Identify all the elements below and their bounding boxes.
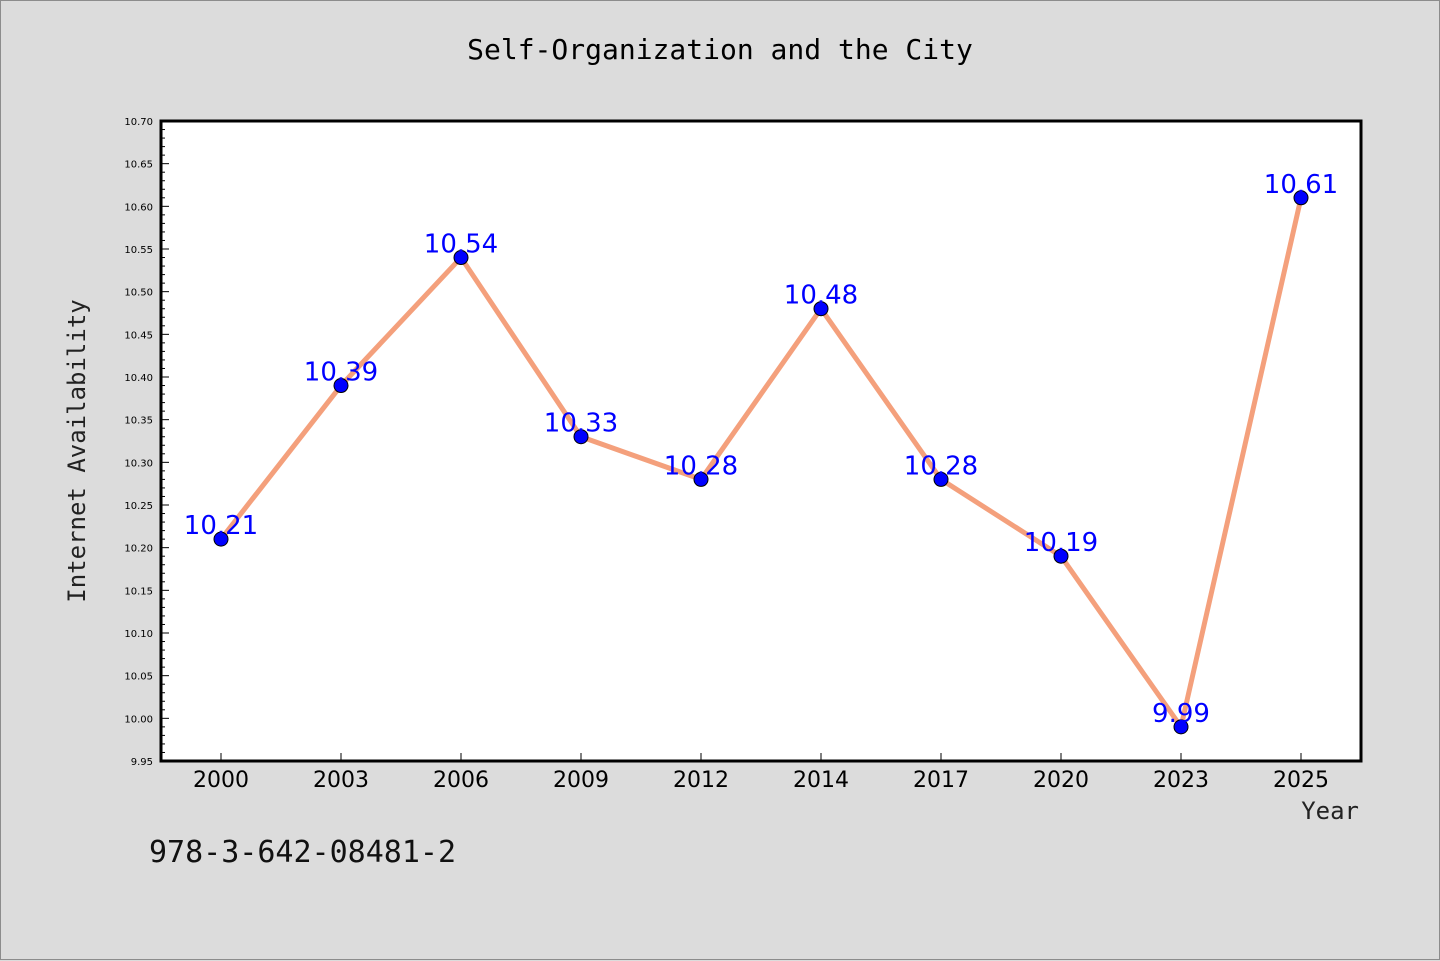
x-tick-label: 2012 — [673, 768, 729, 793]
data-label: 10.48 — [784, 281, 858, 311]
data-point — [933, 471, 949, 487]
data-point — [1053, 548, 1069, 564]
data-point — [453, 250, 469, 266]
y-tick-label: 10.15 — [124, 586, 153, 597]
y-tick-label: 10.50 — [124, 288, 153, 299]
data-label: 10.21 — [184, 511, 258, 541]
x-tick-label: 2014 — [793, 768, 849, 793]
data-label: 10.61 — [1264, 170, 1338, 200]
series-line — [218, 195, 1304, 730]
data-point — [1173, 719, 1189, 735]
y-tick-label: 10.60 — [124, 202, 153, 213]
data-label: 10.54 — [424, 230, 498, 260]
x-tick-label: 2006 — [433, 768, 489, 793]
x-tick-label: 2020 — [1033, 768, 1089, 793]
x-tick-label: 2025 — [1273, 768, 1329, 793]
y-tick-label: 10.40 — [124, 373, 153, 384]
data-label: 10.28 — [664, 451, 738, 481]
data-label: 10.39 — [304, 358, 378, 388]
data-point — [813, 301, 829, 317]
data-point — [333, 378, 349, 394]
x-tick-label: 2000 — [193, 768, 249, 793]
plot-background — [161, 121, 1361, 761]
y-tick-label: 9.95 — [131, 757, 153, 768]
y-tick-label: 10.10 — [124, 629, 153, 640]
y-tick-label: 10.55 — [124, 245, 153, 256]
x-axis-label: Year — [1301, 797, 1359, 825]
y-tick-label: 10.00 — [124, 714, 153, 725]
isbn-label: 978-3-642-08481-2 — [149, 835, 457, 870]
data-label: 9.99 — [1152, 699, 1210, 729]
y-tick-label: 10.25 — [124, 501, 153, 512]
chart-title: Self-Organization and the City — [467, 33, 973, 66]
x-tick-label: 2003 — [313, 768, 369, 793]
plot-frame — [159, 119, 1363, 763]
y-tick-label: 10.45 — [124, 330, 153, 341]
data-label: 10.19 — [1024, 528, 1098, 558]
y-tick-label: 10.65 — [124, 160, 153, 171]
y-tick-label: 10.05 — [124, 672, 153, 683]
y-tick-label: 10.35 — [124, 416, 153, 427]
y-tick-label: 10.70 — [124, 117, 153, 128]
data-point — [213, 531, 229, 547]
data-point — [1293, 190, 1309, 206]
x-tick-label: 2009 — [553, 768, 609, 793]
x-tick-label: 2023 — [1153, 768, 1209, 793]
y-tick-label: 10.30 — [124, 458, 153, 469]
data-point — [693, 471, 709, 487]
data-label: 10.28 — [904, 451, 978, 481]
data-label: 10.33 — [544, 409, 618, 439]
x-tick-label: 2017 — [913, 768, 969, 793]
y-tick-label: 10.20 — [124, 544, 153, 555]
data-point — [573, 429, 589, 445]
